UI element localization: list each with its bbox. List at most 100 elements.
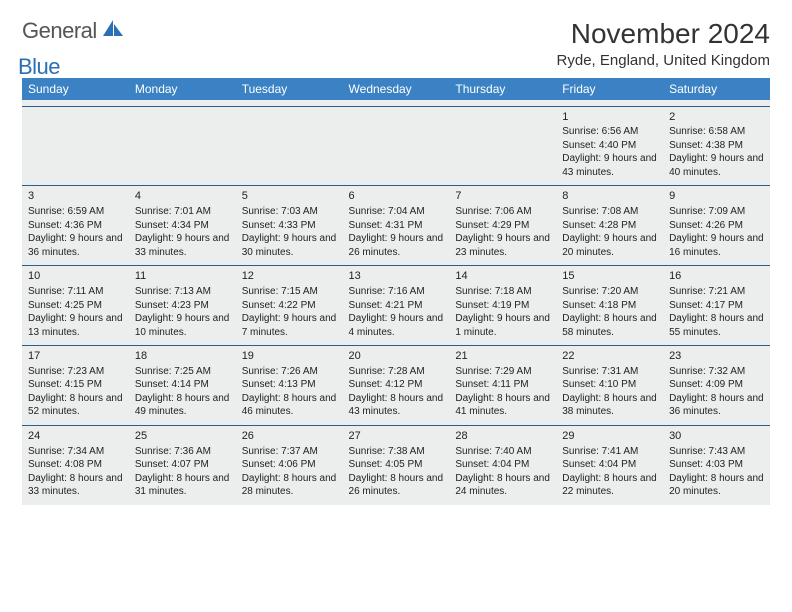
day-number: 26 xyxy=(242,429,337,444)
calendar-cell: 20Sunrise: 7:28 AMSunset: 4:12 PMDayligh… xyxy=(343,346,450,426)
daylight-text: Daylight: 8 hours and 33 minutes. xyxy=(28,472,123,499)
daylight-text: Daylight: 9 hours and 23 minutes. xyxy=(455,232,550,259)
sunset-text: Sunset: 4:38 PM xyxy=(669,139,764,153)
daylight-text: Daylight: 8 hours and 22 minutes. xyxy=(562,472,657,499)
daylight-text: Daylight: 8 hours and 36 minutes. xyxy=(669,392,764,419)
sunrise-text: Sunrise: 7:11 AM xyxy=(28,285,123,299)
sunset-text: Sunset: 4:14 PM xyxy=(135,378,230,392)
calendar-cell: 15Sunrise: 7:20 AMSunset: 4:18 PMDayligh… xyxy=(556,266,663,346)
sunset-text: Sunset: 4:40 PM xyxy=(562,139,657,153)
sunrise-text: Sunrise: 7:20 AM xyxy=(562,285,657,299)
daylight-text: Daylight: 9 hours and 16 minutes. xyxy=(669,232,764,259)
calendar-cell: 7Sunrise: 7:06 AMSunset: 4:29 PMDaylight… xyxy=(449,186,556,266)
daylight-text: Daylight: 8 hours and 46 minutes. xyxy=(242,392,337,419)
calendar-week: 3Sunrise: 6:59 AMSunset: 4:36 PMDaylight… xyxy=(22,186,770,266)
daylight-text: Daylight: 9 hours and 40 minutes. xyxy=(669,152,764,179)
logo-sail-icon xyxy=(103,20,125,43)
daylight-text: Daylight: 8 hours and 58 minutes. xyxy=(562,312,657,339)
daylight-text: Daylight: 9 hours and 13 minutes. xyxy=(28,312,123,339)
day-number: 14 xyxy=(455,269,550,284)
daylight-text: Daylight: 9 hours and 10 minutes. xyxy=(135,312,230,339)
daylight-text: Daylight: 8 hours and 38 minutes. xyxy=(562,392,657,419)
calendar-cell xyxy=(449,106,556,186)
sunrise-text: Sunrise: 7:34 AM xyxy=(28,445,123,459)
day-number: 20 xyxy=(349,349,444,364)
day-number: 22 xyxy=(562,349,657,364)
calendar-cell: 2Sunrise: 6:58 AMSunset: 4:38 PMDaylight… xyxy=(663,106,770,186)
calendar-cell: 8Sunrise: 7:08 AMSunset: 4:28 PMDaylight… xyxy=(556,186,663,266)
sunset-text: Sunset: 4:34 PM xyxy=(135,219,230,233)
calendar-cell: 30Sunrise: 7:43 AMSunset: 4:03 PMDayligh… xyxy=(663,425,770,504)
calendar-cell: 18Sunrise: 7:25 AMSunset: 4:14 PMDayligh… xyxy=(129,346,236,426)
daylight-text: Daylight: 9 hours and 30 minutes. xyxy=(242,232,337,259)
day-number: 18 xyxy=(135,349,230,364)
day-number: 3 xyxy=(28,189,123,204)
day-number: 19 xyxy=(242,349,337,364)
sunrise-text: Sunrise: 7:16 AM xyxy=(349,285,444,299)
sunset-text: Sunset: 4:15 PM xyxy=(28,378,123,392)
day-number: 28 xyxy=(455,429,550,444)
daylight-text: Daylight: 8 hours and 49 minutes. xyxy=(135,392,230,419)
day-number: 7 xyxy=(455,189,550,204)
sunset-text: Sunset: 4:03 PM xyxy=(669,458,764,472)
calendar-cell: 5Sunrise: 7:03 AMSunset: 4:33 PMDaylight… xyxy=(236,186,343,266)
day-number: 16 xyxy=(669,269,764,284)
day-number: 27 xyxy=(349,429,444,444)
sunrise-text: Sunrise: 7:38 AM xyxy=(349,445,444,459)
sunset-text: Sunset: 4:08 PM xyxy=(28,458,123,472)
sunrise-text: Sunrise: 7:06 AM xyxy=(455,205,550,219)
calendar-cell: 22Sunrise: 7:31 AMSunset: 4:10 PMDayligh… xyxy=(556,346,663,426)
sunset-text: Sunset: 4:18 PM xyxy=(562,299,657,313)
calendar-cell: 10Sunrise: 7:11 AMSunset: 4:25 PMDayligh… xyxy=(22,266,129,346)
daylight-text: Daylight: 8 hours and 28 minutes. xyxy=(242,472,337,499)
day-number: 4 xyxy=(135,189,230,204)
logo-text-blue: Blue xyxy=(18,54,60,79)
calendar-cell: 3Sunrise: 6:59 AMSunset: 4:36 PMDaylight… xyxy=(22,186,129,266)
sunrise-text: Sunrise: 7:29 AM xyxy=(455,365,550,379)
sunset-text: Sunset: 4:21 PM xyxy=(349,299,444,313)
sunset-text: Sunset: 4:26 PM xyxy=(669,219,764,233)
day-number: 15 xyxy=(562,269,657,284)
sunrise-text: Sunrise: 7:23 AM xyxy=(28,365,123,379)
day-number: 10 xyxy=(28,269,123,284)
calendar-cell: 25Sunrise: 7:36 AMSunset: 4:07 PMDayligh… xyxy=(129,425,236,504)
sunrise-text: Sunrise: 7:43 AM xyxy=(669,445,764,459)
calendar-cell: 4Sunrise: 7:01 AMSunset: 4:34 PMDaylight… xyxy=(129,186,236,266)
day-number: 5 xyxy=(242,189,337,204)
calendar-week: 1Sunrise: 6:56 AMSunset: 4:40 PMDaylight… xyxy=(22,106,770,186)
sunrise-text: Sunrise: 7:28 AM xyxy=(349,365,444,379)
daylight-text: Daylight: 8 hours and 52 minutes. xyxy=(28,392,123,419)
sunrise-text: Sunrise: 7:09 AM xyxy=(669,205,764,219)
calendar-cell: 24Sunrise: 7:34 AMSunset: 4:08 PMDayligh… xyxy=(22,425,129,504)
location-text: Ryde, England, United Kingdom xyxy=(557,52,770,69)
sunrise-text: Sunrise: 7:03 AM xyxy=(242,205,337,219)
calendar-cell: 1Sunrise: 6:56 AMSunset: 4:40 PMDaylight… xyxy=(556,106,663,186)
day-number: 24 xyxy=(28,429,123,444)
sunset-text: Sunset: 4:04 PM xyxy=(562,458,657,472)
calendar-cell: 13Sunrise: 7:16 AMSunset: 4:21 PMDayligh… xyxy=(343,266,450,346)
daylight-text: Daylight: 8 hours and 41 minutes. xyxy=(455,392,550,419)
sunrise-text: Sunrise: 7:37 AM xyxy=(242,445,337,459)
sunrise-text: Sunrise: 7:01 AM xyxy=(135,205,230,219)
calendar-cell xyxy=(343,106,450,186)
month-title: November 2024 xyxy=(557,18,770,50)
calendar-table: SundayMondayTuesdayWednesdayThursdayFrid… xyxy=(22,78,770,505)
sunset-text: Sunset: 4:07 PM xyxy=(135,458,230,472)
sunrise-text: Sunrise: 7:31 AM xyxy=(562,365,657,379)
sunrise-text: Sunrise: 7:40 AM xyxy=(455,445,550,459)
day-number: 29 xyxy=(562,429,657,444)
day-header: Monday xyxy=(129,78,236,100)
sunrise-text: Sunrise: 6:56 AM xyxy=(562,125,657,139)
day-number: 13 xyxy=(349,269,444,284)
daylight-text: Daylight: 9 hours and 1 minute. xyxy=(455,312,550,339)
sunset-text: Sunset: 4:23 PM xyxy=(135,299,230,313)
daylight-text: Daylight: 9 hours and 26 minutes. xyxy=(349,232,444,259)
sunrise-text: Sunrise: 7:26 AM xyxy=(242,365,337,379)
day-number: 2 xyxy=(669,110,764,125)
calendar-cell: 29Sunrise: 7:41 AMSunset: 4:04 PMDayligh… xyxy=(556,425,663,504)
calendar-week: 17Sunrise: 7:23 AMSunset: 4:15 PMDayligh… xyxy=(22,346,770,426)
sunset-text: Sunset: 4:31 PM xyxy=(349,219,444,233)
sunset-text: Sunset: 4:33 PM xyxy=(242,219,337,233)
daylight-text: Daylight: 9 hours and 4 minutes. xyxy=(349,312,444,339)
day-header: Sunday xyxy=(22,78,129,100)
